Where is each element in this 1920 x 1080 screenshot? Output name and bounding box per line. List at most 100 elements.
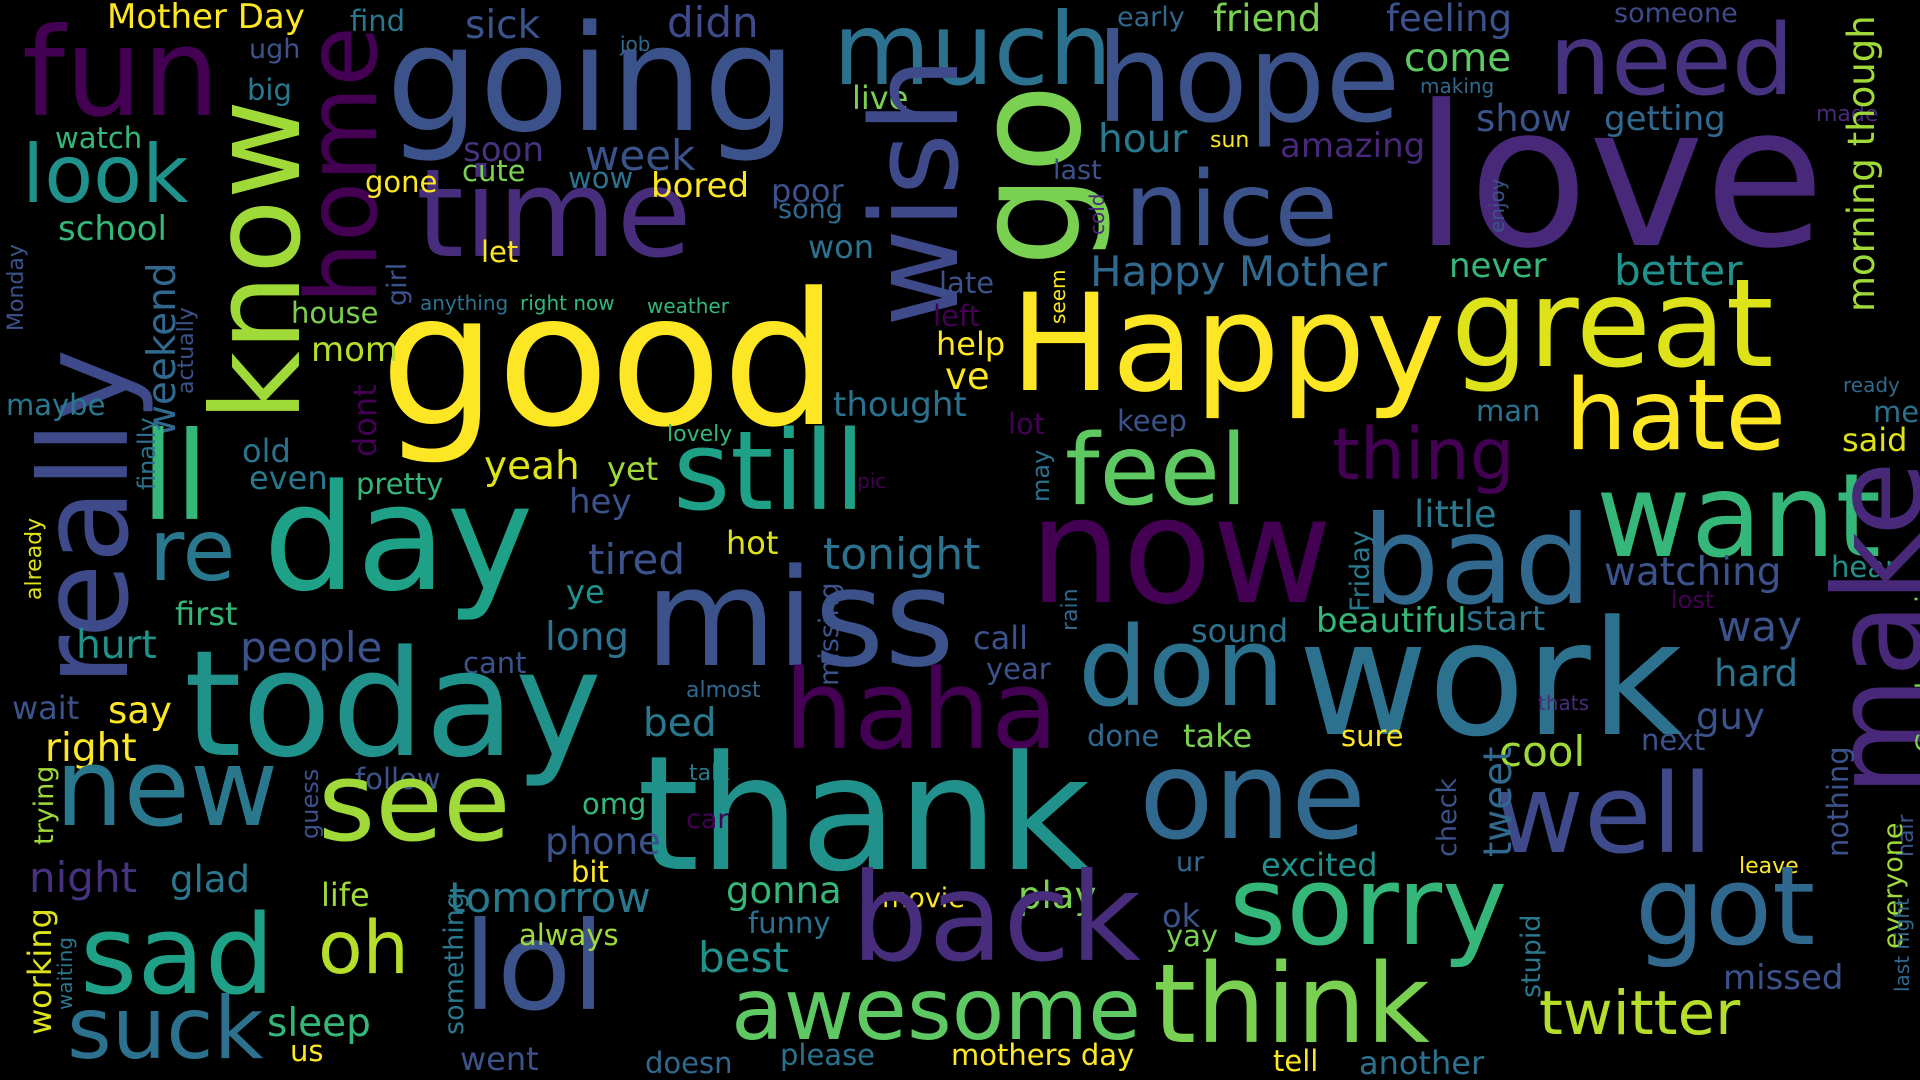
cloud-word-nothing: nothing (1821, 746, 1855, 857)
cloud-word-time: time (416, 143, 692, 285)
cloud-word-cold: cold (1085, 193, 1109, 235)
cloud-word-miss: miss (645, 540, 955, 697)
cloud-word-best: best (698, 933, 789, 982)
cloud-word-mean: mean (1873, 395, 1920, 429)
cloud-word-car: car (686, 804, 729, 835)
cloud-word-twitter: twitter (1539, 978, 1741, 1049)
cloud-word-live: live (852, 79, 909, 117)
cloud-word-omg: omg (582, 787, 647, 821)
cloud-word-hey: hey (569, 482, 632, 522)
cloud-word-friend: friend (1213, 0, 1322, 40)
cloud-word-hate: hate (1565, 359, 1786, 473)
cloud-word-funny: funny (748, 906, 831, 940)
cloud-word-left: left (933, 299, 980, 333)
cloud-word-tired: tired (588, 535, 685, 584)
cloud-word-hot: hot (726, 524, 779, 562)
cloud-word-ye: ye (566, 573, 605, 611)
cloud-word-fun: fun (22, 2, 220, 144)
cloud-word-play: play (1018, 874, 1097, 917)
cloud-word-bed: bed (643, 701, 717, 746)
cloud-word-re: re (149, 501, 236, 601)
cloud-word-good: good (380, 254, 839, 468)
cloud-word-oh: oh (318, 906, 409, 991)
cloud-word-hear: hear (1831, 550, 1897, 584)
cloud-word-lot: lot (1008, 407, 1046, 441)
cloud-word-feel: feel (1065, 414, 1248, 528)
cloud-word-suck: suck (67, 979, 264, 1079)
cloud-word-cute: cute (462, 154, 526, 188)
cloud-word-good-morning: Good morning (1911, 561, 1920, 753)
cloud-word-anything: anything (420, 291, 509, 315)
cloud-word-sorry: sorry (1229, 842, 1508, 970)
cloud-word-thing: thing (1332, 413, 1515, 496)
cloud-word-always: always (519, 918, 619, 952)
cloud-word-song: song (778, 194, 843, 225)
cloud-word-man: man (1476, 394, 1541, 428)
cloud-word-leave: leave (1739, 854, 1799, 879)
cloud-word-sure: sure (1341, 719, 1404, 753)
cloud-word-gone: gone (365, 165, 438, 199)
cloud-word-need: need (1549, 4, 1794, 118)
cloud-word-lol: lol (463, 896, 606, 1038)
cloud-word-cant: cant (463, 646, 527, 680)
cloud-word-mothers-day: mothers day (951, 1038, 1135, 1072)
cloud-word-excited: excited (1261, 846, 1378, 884)
cloud-word-love: love (1414, 64, 1825, 292)
cloud-word-guy: guy (1696, 695, 1765, 738)
cloud-word-big: big (247, 73, 292, 107)
cloud-word-right: right (45, 726, 137, 771)
cloud-word-yay: yay (1166, 919, 1219, 953)
cloud-word-next: next (1641, 723, 1706, 757)
cloud-word-glad: glad (170, 858, 250, 901)
cloud-word-went: went (460, 1040, 539, 1078)
cloud-word-last-night: last night (1890, 898, 1914, 992)
cloud-word-hard: hard (1714, 652, 1799, 695)
cloud-word-think: think (1153, 940, 1430, 1068)
cloud-word-thank: thank (637, 722, 1091, 907)
cloud-word-movie: movie (882, 883, 965, 914)
cloud-word-don: don (1078, 603, 1285, 731)
cloud-word-won: won (808, 228, 875, 266)
cloud-word-maybe: maybe (6, 388, 106, 422)
cloud-word-something: something (439, 892, 470, 1035)
cloud-word-watching: watching (1604, 550, 1782, 595)
cloud-word-call: call (973, 619, 1028, 657)
cloud-word-got: got (1635, 842, 1816, 970)
cloud-word-sun: sun (1210, 128, 1250, 153)
cloud-word-now: now (1029, 466, 1333, 637)
cloud-word-ok: ok (1162, 897, 1201, 935)
cloud-word-old: old (242, 432, 291, 470)
cloud-word-say: say (108, 689, 172, 732)
cloud-word-early: early (1117, 2, 1185, 33)
cloud-word-enjoy: enjoy (1485, 178, 1509, 233)
cloud-word-show: show (1476, 97, 1572, 140)
cloud-word-guess: guess (296, 768, 324, 839)
cloud-word-feeling: feeling (1386, 0, 1513, 40)
cloud-word-sad: sad (80, 891, 275, 1019)
cloud-word-still: still (673, 407, 866, 535)
cloud-word-never: never (1449, 246, 1547, 286)
cloud-word-happy: Happy (1010, 265, 1446, 422)
cloud-word-yeah: yeah (484, 444, 580, 489)
cloud-word-talk: talk (689, 761, 730, 786)
cloud-word-watch: watch (55, 121, 143, 155)
cloud-word-happy-mother: Happy Mother (1090, 247, 1387, 296)
cloud-word-great: great (1451, 253, 1774, 395)
cloud-word-working: working (21, 908, 59, 1035)
cloud-word-beautiful: beautiful (1316, 601, 1467, 641)
cloud-word-making: making (1420, 74, 1495, 98)
cloud-word-much: much (833, 0, 1113, 108)
cloud-word-haha: haha (784, 646, 1059, 774)
cloud-word-getting: getting (1604, 99, 1726, 139)
cloud-word-actually: actually (174, 307, 199, 394)
cloud-word-pic: pic (857, 469, 887, 493)
cloud-word-school: school (58, 209, 168, 249)
cloud-word-bored: bored (651, 166, 750, 206)
cloud-word-tell: tell (1273, 1044, 1319, 1078)
cloud-word-day: day (263, 453, 534, 624)
cloud-word-know: know (186, 99, 328, 422)
cloud-word-thought: thought (833, 385, 967, 425)
cloud-word-soon: soon (463, 130, 544, 170)
cloud-word-well: well (1494, 750, 1713, 878)
cloud-word-people: people (240, 623, 383, 672)
